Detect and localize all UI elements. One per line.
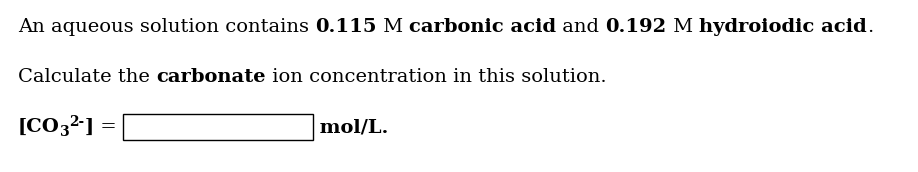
Text: 0.192: 0.192 [606,18,666,36]
Text: mol/L.: mol/L. [313,118,388,136]
Text: An aqueous solution contains: An aqueous solution contains [18,18,315,36]
Text: ]: ] [84,118,94,136]
Bar [123,114,313,140]
Text: Calculate the: Calculate the [18,68,156,86]
Text: M: M [666,18,699,36]
Text: =: = [94,118,117,136]
Text: 3: 3 [60,125,70,139]
Text: .: . [867,18,873,36]
Text: and: and [556,18,606,36]
Text: ion concentration in this solution.: ion concentration in this solution. [265,68,606,86]
Text: carbonic acid: carbonic acid [409,18,556,36]
Text: M: M [376,18,409,36]
Text: [CO: [CO [18,118,60,136]
Text: 0.115: 0.115 [315,18,376,36]
Text: 2-: 2- [70,115,84,129]
Text: hydroiodic acid: hydroiodic acid [699,18,867,36]
Text: carbonate: carbonate [156,68,265,86]
